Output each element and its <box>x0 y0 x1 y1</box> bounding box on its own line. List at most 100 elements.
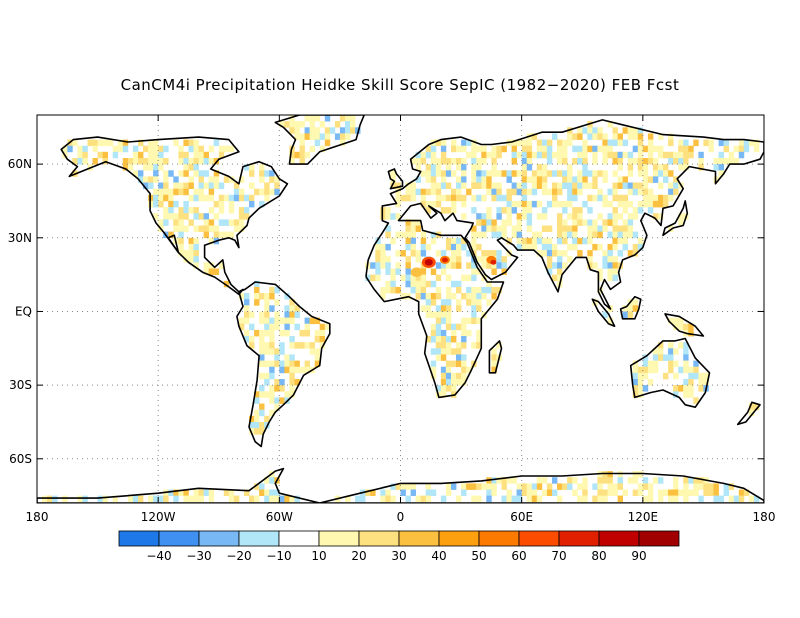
skill-cell <box>501 262 507 269</box>
skill-cell <box>713 158 719 165</box>
skill-cell <box>491 360 497 368</box>
skill-cell <box>496 145 502 153</box>
skill-cell <box>385 280 391 288</box>
skill-cell <box>264 182 270 189</box>
skill-cell <box>158 200 164 208</box>
skill-cell <box>627 311 634 318</box>
skill-cell <box>198 170 204 177</box>
skill-cell <box>597 213 603 220</box>
skill-cell <box>324 133 331 140</box>
skill-cell <box>435 354 442 361</box>
skill-cell <box>501 477 507 484</box>
skill-cell <box>178 151 184 159</box>
skill-cell <box>491 219 497 226</box>
skill-cell <box>557 213 563 220</box>
skill-cell <box>612 231 618 239</box>
skill-cell <box>228 219 235 226</box>
skill-cell <box>506 200 512 208</box>
skill-cell <box>506 477 512 484</box>
skill-cell <box>471 299 477 306</box>
skill-cell <box>314 127 321 134</box>
skill-cell <box>476 231 482 239</box>
skill-cell <box>526 176 533 183</box>
skill-cell <box>420 200 427 208</box>
skill-cell <box>405 225 411 232</box>
skill-cell <box>582 477 588 484</box>
skill-cell <box>476 213 482 220</box>
skill-cell <box>435 139 442 147</box>
skill-cell <box>582 200 588 208</box>
colorbar-label: −40 <box>146 549 171 563</box>
skill-cell <box>587 231 593 239</box>
skill-cell <box>420 280 427 288</box>
skill-cell <box>612 133 618 140</box>
skill-cell <box>249 495 255 503</box>
skill-cell <box>440 342 447 349</box>
skill-cell <box>592 262 598 269</box>
skill-cell <box>249 415 255 423</box>
skill-cell <box>228 207 235 214</box>
skill-cell <box>582 151 588 159</box>
skill-cell <box>552 243 558 251</box>
skill-cell <box>541 164 548 171</box>
skill-cell <box>456 280 462 288</box>
skill-cell <box>471 231 477 239</box>
skill-cell <box>557 237 563 245</box>
skill-cell <box>642 182 649 189</box>
skill-cell <box>562 262 568 269</box>
skill-cell <box>339 127 346 134</box>
skill-cell <box>506 194 512 202</box>
skill-cell <box>602 489 608 496</box>
skill-cell <box>173 489 179 496</box>
skill-cell <box>445 360 452 368</box>
skill-cell <box>203 158 209 165</box>
skill-cell <box>658 200 664 208</box>
skill-cell <box>622 243 628 251</box>
skill-cell <box>718 139 724 147</box>
skill-cell <box>632 471 639 478</box>
madagascar-coastline <box>488 340 503 374</box>
skill-cell <box>345 495 351 503</box>
skill-cell <box>410 182 416 189</box>
skill-cell <box>410 225 416 232</box>
skill-cell <box>435 336 442 343</box>
skill-cell <box>269 391 275 398</box>
skill-cell <box>567 176 573 183</box>
skill-cell <box>562 231 568 239</box>
skill-cell <box>683 342 689 349</box>
skill-cell <box>536 231 543 239</box>
skill-cell <box>254 428 260 435</box>
skill-cell <box>647 133 654 140</box>
skill-cell <box>435 250 442 257</box>
skill-cell <box>637 151 644 159</box>
skill-cell <box>294 127 300 134</box>
colorbar-label: 90 <box>631 549 646 563</box>
skill-cell <box>587 145 593 153</box>
skill-cell <box>264 299 270 306</box>
skill-cell <box>445 366 452 374</box>
skill-cell <box>456 286 462 294</box>
skill-cell <box>334 121 341 128</box>
skill-cell <box>173 219 179 226</box>
skill-cell <box>486 219 492 226</box>
skill-cell <box>622 489 628 496</box>
skill-cell <box>673 360 679 368</box>
skill-cell <box>440 311 447 318</box>
skill-cell <box>405 256 411 263</box>
skill-cell <box>148 176 154 183</box>
skill-cell <box>218 182 225 189</box>
skill-cell <box>244 293 250 300</box>
skill-cell <box>511 200 517 208</box>
skill-cell <box>183 164 189 171</box>
skill-cell <box>274 188 280 196</box>
skill-cell <box>693 489 699 496</box>
skill-cell <box>228 200 235 208</box>
skill-cell <box>461 145 467 153</box>
skill-cell <box>521 151 528 159</box>
skill-cell <box>673 176 679 183</box>
skill-cell <box>481 293 487 300</box>
skill-cell <box>506 176 512 183</box>
skill-cell <box>673 391 679 398</box>
skill-cell <box>390 213 396 220</box>
